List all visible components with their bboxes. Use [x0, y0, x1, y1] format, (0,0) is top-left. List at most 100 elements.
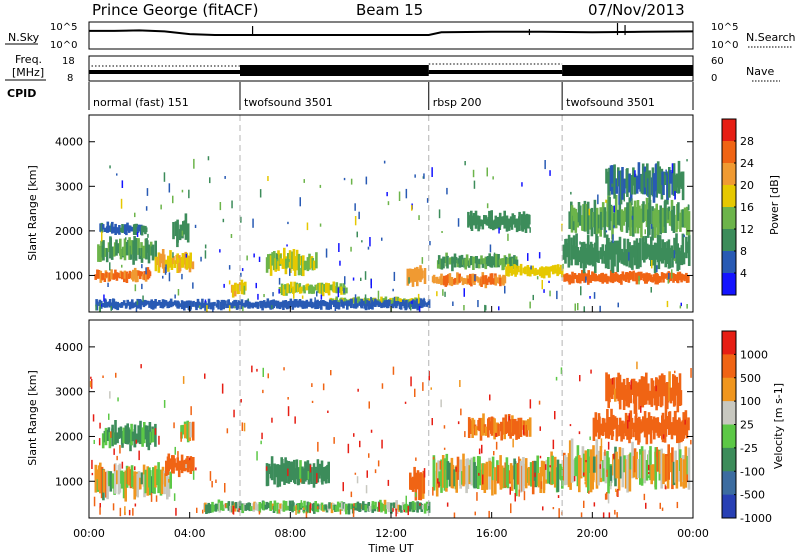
heatmap-cell	[669, 170, 672, 184]
heatmap-cell	[537, 473, 541, 488]
heatmap-cell	[400, 506, 403, 513]
heatmap-speckle	[607, 441, 610, 450]
heatmap-speckle	[165, 264, 167, 273]
heatmap-cell	[94, 464, 98, 493]
heatmap-speckle	[141, 283, 143, 290]
heatmap-speckle	[295, 505, 297, 515]
heatmap-cell	[609, 465, 613, 483]
heatmap-cell	[469, 420, 473, 434]
heatmap-cell	[621, 447, 625, 488]
heatmap-speckle	[228, 280, 231, 285]
heatmap-speckle	[98, 438, 101, 446]
heatmap-cell	[294, 468, 297, 485]
heatmap-cell	[140, 248, 144, 263]
cpid-segment-label: twofsound 3501	[566, 96, 655, 109]
heatmap-cell	[621, 271, 625, 280]
heatmap-speckle	[409, 304, 412, 308]
heatmap-cell	[619, 456, 623, 479]
heatmap-cell	[174, 221, 178, 237]
heatmap-cell	[306, 257, 310, 272]
heatmap-speckle	[204, 373, 206, 379]
heatmap-cell	[624, 207, 627, 222]
heatmap-cell	[186, 462, 190, 473]
heatmap-speckle	[656, 265, 658, 273]
heatmap-speckle	[224, 503, 227, 508]
heatmap-speckle	[247, 298, 249, 301]
heatmap-cell	[241, 504, 245, 513]
heatmap-cell	[191, 261, 195, 270]
heatmap-cell	[111, 272, 114, 280]
heatmap-cell	[499, 471, 503, 490]
heatmap-cell	[327, 284, 331, 296]
heatmap-speckle	[630, 380, 632, 390]
heatmap-cell	[636, 200, 640, 234]
heatmap-cell	[132, 269, 135, 282]
heatmap-cell	[248, 301, 251, 309]
colorbar-tick-label: 12	[740, 223, 754, 236]
heatmap-cell	[630, 272, 633, 280]
heatmap-cell	[616, 240, 619, 273]
heatmap-cell	[144, 300, 148, 306]
heatmap-speckle	[417, 293, 420, 304]
heatmap-speckle	[253, 253, 255, 258]
heatmap-cell	[173, 260, 176, 268]
heatmap-cell	[656, 161, 660, 194]
heatmap-cell	[619, 170, 623, 205]
heatmap-speckle	[181, 273, 183, 280]
heatmap-cell	[671, 209, 674, 231]
heatmap-cell	[683, 274, 686, 282]
heatmap-speckle	[419, 503, 421, 506]
heatmap-cell	[173, 300, 177, 306]
heatmap-cell	[660, 209, 663, 225]
heatmap-speckle	[457, 218, 460, 227]
heatmap-speckle	[597, 194, 599, 205]
x-axis-ticks: 00:00 04:00 08:00 12:00 16:00 20:00 00:00	[73, 306, 709, 540]
heatmap-cell	[303, 287, 306, 294]
heatmap-cell	[490, 273, 494, 285]
heatmap-cell	[335, 505, 338, 512]
heatmap-cell	[332, 300, 336, 307]
heatmap-cell	[678, 271, 682, 281]
heatmap-cell	[181, 460, 185, 472]
heatmap-speckle	[393, 271, 396, 281]
heatmap-speckle	[606, 492, 608, 500]
heatmap-speckle	[407, 505, 409, 516]
heatmap-cell	[657, 422, 661, 438]
heatmap-speckle	[96, 469, 98, 479]
heatmap-speckle	[430, 387, 432, 390]
heatmap-cell	[592, 417, 596, 441]
heatmap-speckle	[413, 300, 415, 307]
colorbar-swatch	[722, 401, 736, 425]
heatmap-cell	[302, 468, 306, 484]
heatmap-speckle	[309, 464, 312, 473]
heatmap-cell	[567, 234, 571, 261]
heatmap-speckle	[555, 376, 558, 381]
heatmap-cell	[682, 412, 685, 439]
heatmap-cell	[421, 270, 424, 279]
heatmap-cell	[171, 301, 174, 307]
heatmap-cell	[395, 296, 398, 304]
heatmap-speckle	[636, 418, 639, 427]
heatmap-speckle	[615, 488, 617, 492]
heatmap-cell	[648, 390, 651, 405]
heatmap-speckle	[241, 268, 244, 272]
heatmap-speckle	[267, 176, 269, 181]
heatmap-speckle	[125, 237, 127, 240]
heatmap-cell	[316, 459, 320, 483]
heatmap-speckle	[316, 291, 318, 297]
heatmap-cell	[237, 284, 240, 294]
heatmap-cell	[362, 501, 365, 511]
heatmap-cell	[488, 253, 491, 266]
heatmap-cell	[252, 302, 256, 307]
heatmap-cell	[280, 283, 284, 296]
heatmap-cell	[458, 273, 461, 283]
heatmap-cell	[116, 470, 119, 485]
heatmap-speckle	[489, 244, 492, 253]
heatmap-cell	[462, 453, 465, 487]
heatmap-cell	[111, 424, 114, 447]
heatmap-speckle	[656, 447, 658, 457]
heatmap-speckle	[134, 284, 137, 292]
heatmap-speckle	[339, 509, 342, 515]
heatmap-cell	[314, 300, 317, 310]
heatmap-speckle	[177, 289, 180, 296]
